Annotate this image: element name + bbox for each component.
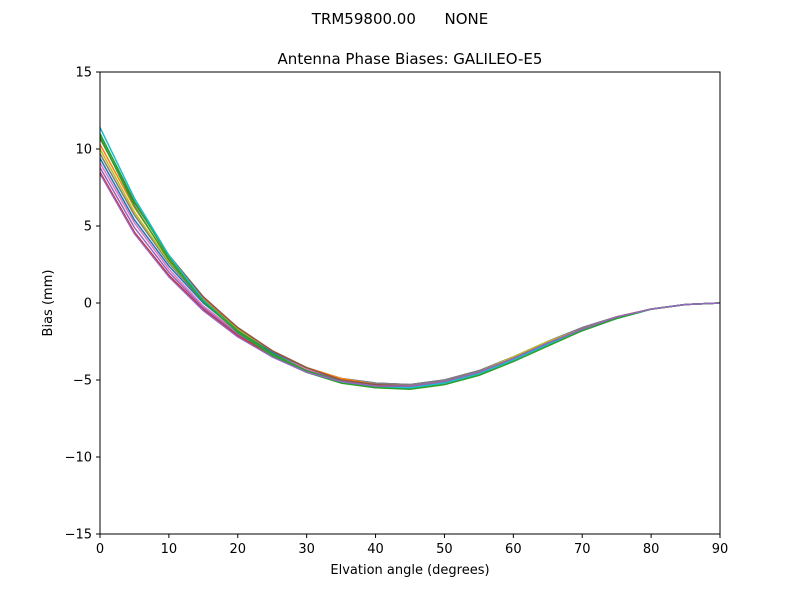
- series-line-6: [99, 148, 721, 387]
- y-tick-label: −5: [73, 374, 92, 389]
- y-axis-label: Bias (mm): [41, 270, 56, 337]
- y-tick-label: −15: [65, 528, 92, 543]
- series-line-7: [99, 144, 721, 387]
- series-line-4: [99, 157, 721, 386]
- series-line-3: [99, 162, 721, 386]
- y-tick-label: −10: [65, 451, 92, 466]
- x-tick-label: 10: [161, 542, 178, 557]
- x-tick-label: 70: [574, 542, 591, 557]
- figure-suptitle: TRM59800.00 NONE: [311, 10, 488, 28]
- x-tick-label: 30: [298, 542, 315, 557]
- series-line-2: [99, 167, 721, 387]
- x-tick-label: 0: [96, 542, 104, 557]
- x-axis: 0 10 20 30 40 50 60 70 80 90: [96, 534, 728, 557]
- y-axis: 15 10 5 0 −5 −10 −15: [65, 66, 100, 543]
- y-tick-label: 5: [84, 220, 92, 235]
- series-layer: [99, 127, 721, 390]
- y-tick-label: 15: [75, 66, 92, 81]
- series-line-9: [99, 133, 721, 389]
- y-tick-label: 10: [75, 143, 92, 158]
- series-line-8: [99, 137, 721, 387]
- chart-title: Antenna Phase Biases: GALILEO-E5: [278, 50, 543, 68]
- x-tick-label: 90: [712, 542, 729, 557]
- plot-area-frame: [99, 71, 721, 535]
- series-line-10: [99, 127, 721, 389]
- x-tick-label: 20: [230, 542, 247, 557]
- x-axis-label: Elvation angle (degrees): [330, 563, 489, 578]
- x-tick-label: 80: [643, 542, 660, 557]
- x-tick-label: 50: [436, 542, 453, 557]
- series-line-12: [99, 173, 721, 387]
- series-line-11: [99, 136, 721, 390]
- x-tick-label: 40: [367, 542, 384, 557]
- series-line-1: [99, 171, 721, 387]
- x-tick-label: 60: [505, 542, 522, 557]
- y-tick-label: 0: [84, 297, 92, 312]
- series-line-5: [99, 153, 721, 386]
